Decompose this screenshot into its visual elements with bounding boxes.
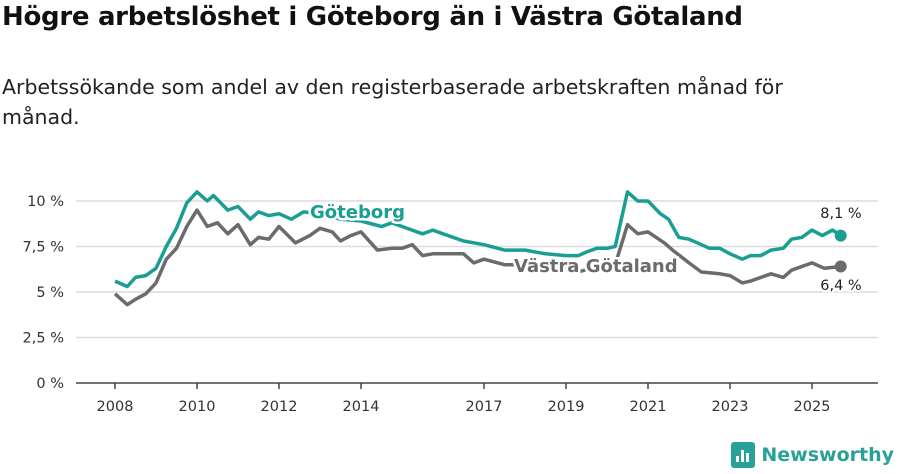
end-value-label-vastra-gotaland: 6,4 % [820, 278, 861, 294]
x-tick-label: 2010 [179, 399, 216, 415]
x-tick-label: 2025 [794, 399, 831, 415]
x-tick-label: 2019 [548, 399, 585, 415]
x-tick-label: 2012 [261, 399, 298, 415]
x-tick-label: 2017 [466, 399, 503, 415]
chart-title: Högre arbetslöshet i Göteborg än i Västr… [2, 2, 743, 32]
end-point-vastra-gotaland [834, 260, 847, 273]
x-tick-label: 2021 [630, 399, 667, 415]
chart-subtitle: Arbetssökande som andel av den registerb… [2, 75, 783, 129]
newsworthy-logo-icon [731, 442, 756, 468]
brand-name: Newsworthy [761, 444, 894, 466]
series-label-vastra-gotaland: Västra Götaland [514, 256, 678, 277]
x-tick-label: 2008 [97, 399, 134, 415]
newsworthy-logo: Newsworthy [731, 442, 894, 468]
series-line-vastra-gotaland [113, 208, 841, 307]
y-tick-label: 7,5 % [23, 240, 64, 256]
end-value-label-goteborg: 8,1 % [820, 206, 861, 222]
y-tick-label: 5 % [36, 285, 64, 301]
end-point-goteborg [834, 229, 847, 242]
y-tick-label: 2,5 % [23, 331, 64, 347]
x-tick-label: 2014 [343, 399, 380, 415]
series-line-goteborg [114, 190, 842, 289]
x-tick-label: 2023 [712, 399, 749, 415]
y-tick-label: 0 % [36, 376, 64, 392]
series-label-goteborg: Göteborg [310, 202, 405, 223]
y-tick-label: 10 % [27, 194, 64, 210]
